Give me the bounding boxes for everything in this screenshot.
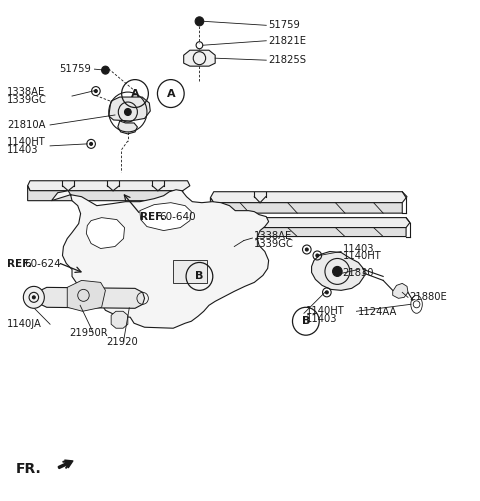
Circle shape — [316, 254, 319, 257]
Text: 21950R: 21950R — [69, 328, 108, 338]
Text: 21920: 21920 — [107, 337, 138, 347]
Circle shape — [24, 287, 44, 308]
Polygon shape — [28, 186, 183, 201]
Text: 1140HT: 1140HT — [7, 137, 46, 147]
Polygon shape — [28, 181, 190, 191]
Circle shape — [124, 109, 131, 116]
Text: A: A — [167, 89, 175, 99]
Polygon shape — [118, 121, 137, 134]
Polygon shape — [173, 261, 206, 283]
Polygon shape — [210, 222, 406, 236]
Text: 51759: 51759 — [59, 64, 91, 74]
Text: REF.: REF. — [140, 211, 165, 221]
Text: 60-624: 60-624 — [24, 260, 61, 270]
Polygon shape — [111, 311, 128, 328]
Polygon shape — [86, 217, 124, 248]
Text: A: A — [131, 89, 139, 99]
Text: 1124AA: 1124AA — [359, 307, 398, 317]
Polygon shape — [393, 284, 408, 298]
Text: 1339GC: 1339GC — [7, 95, 47, 105]
Text: 1339GC: 1339GC — [254, 238, 294, 248]
Polygon shape — [312, 252, 364, 291]
Polygon shape — [184, 50, 215, 66]
Text: 1140HT: 1140HT — [305, 306, 344, 316]
Text: 21821E: 21821E — [269, 36, 307, 46]
Circle shape — [95, 90, 97, 93]
Text: 11403: 11403 — [305, 314, 337, 324]
Text: 21830: 21830 — [343, 269, 374, 279]
FancyArrowPatch shape — [59, 460, 73, 468]
Text: 21810A: 21810A — [7, 120, 46, 130]
Text: 11403: 11403 — [7, 145, 38, 155]
Circle shape — [333, 267, 342, 277]
Text: REF.: REF. — [7, 260, 32, 270]
Text: B: B — [301, 316, 310, 326]
Polygon shape — [37, 288, 144, 308]
Polygon shape — [109, 97, 150, 121]
Polygon shape — [210, 198, 402, 213]
Text: 1338AE: 1338AE — [7, 87, 46, 97]
Circle shape — [90, 142, 93, 145]
Circle shape — [195, 17, 204, 26]
Text: B: B — [195, 272, 204, 282]
Text: 1140HT: 1140HT — [343, 252, 381, 262]
Text: 21825S: 21825S — [269, 55, 307, 65]
Circle shape — [102, 66, 109, 74]
Polygon shape — [140, 203, 192, 230]
Polygon shape — [210, 217, 410, 227]
Text: 1338AE: 1338AE — [254, 230, 293, 240]
Polygon shape — [51, 190, 269, 328]
Circle shape — [33, 296, 35, 299]
Text: 21880E: 21880E — [409, 292, 447, 302]
Text: 60-640: 60-640 — [159, 211, 195, 221]
Text: FR.: FR. — [16, 462, 41, 476]
Text: 1140JA: 1140JA — [7, 319, 42, 329]
Text: 11403: 11403 — [343, 243, 374, 254]
Text: 51759: 51759 — [269, 21, 300, 30]
Circle shape — [325, 291, 328, 294]
Circle shape — [305, 248, 308, 251]
Polygon shape — [210, 192, 407, 203]
Polygon shape — [67, 281, 106, 311]
